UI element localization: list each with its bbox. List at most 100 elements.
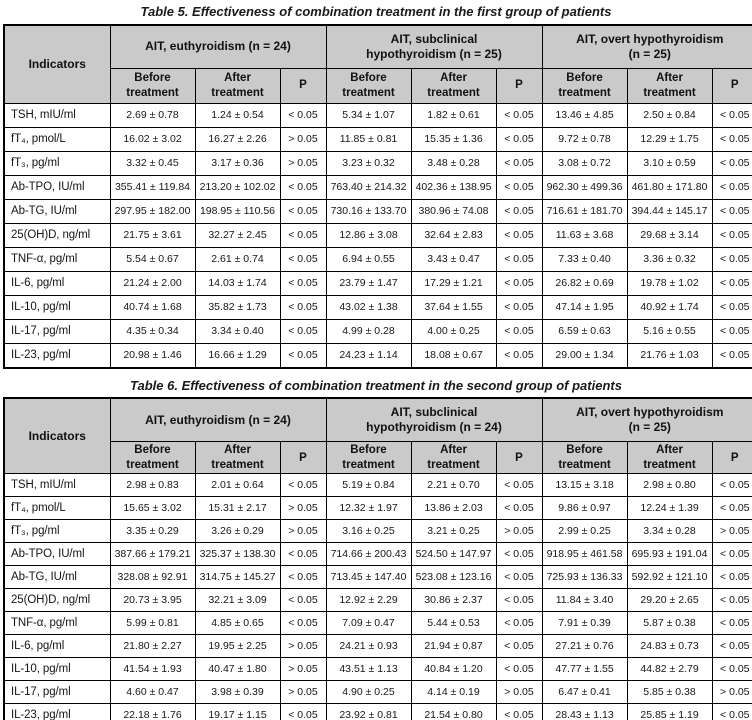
value-cell: 2.21 ± 0.70 xyxy=(410,473,497,498)
table-6: Indicators AIT, euthyroidism (n = 24) AI… xyxy=(3,397,752,720)
after-treatment-header: After treatment xyxy=(194,67,281,104)
value-cell: 14.03 ± 1.74 xyxy=(194,270,281,296)
before-treatment-header: Before treatment xyxy=(541,67,628,104)
value-cell: 11.85 ± 0.81 xyxy=(325,126,412,152)
value-cell: 730.16 ± 133.70 xyxy=(325,198,412,224)
value-cell: 4.35 ± 0.34 xyxy=(109,318,196,344)
table-row: IL-17, pg/ml 4.35 ± 0.34 3.34 ± 0.40 < 0.05… xyxy=(3,318,752,344)
p-value-cell: < 0.05 xyxy=(711,634,752,659)
value-cell: 3.98 ± 0.39 xyxy=(194,680,281,705)
value-cell: 12.92 ± 2.29 xyxy=(325,588,412,613)
value-cell: 40.92 ± 1.74 xyxy=(626,294,713,320)
value-cell: 3.23 ± 0.32 xyxy=(325,150,412,176)
value-cell: 11.63 ± 3.68 xyxy=(541,222,628,248)
group-header-subclinical: AIT, subclinical hypothyroidism (n = 25) xyxy=(325,24,543,69)
value-cell: 387.66 ± 179.21 xyxy=(109,542,196,567)
value-cell: 380.96 ± 74.08 xyxy=(410,198,497,224)
p-value-cell: > 0.05 xyxy=(279,519,327,544)
indicator-label: fT₄, pmol/L xyxy=(3,126,111,152)
value-cell: 32.27 ± 2.45 xyxy=(194,222,281,248)
p-value-cell: < 0.05 xyxy=(495,294,543,320)
value-cell: 18.08 ± 0.67 xyxy=(410,342,497,369)
table-row: Ab-TG, IU/ml 328.08 ± 92.91 314.75 ± 145.2… xyxy=(3,565,752,590)
value-cell: 524.50 ± 147.97 xyxy=(410,542,497,567)
p-value-cell: < 0.05 xyxy=(711,565,752,590)
value-cell: 43.02 ± 1.38 xyxy=(325,294,412,320)
value-cell: 725.93 ± 136.33 xyxy=(541,565,628,590)
subheader-row: Before treatment After treatment P Befor… xyxy=(4,441,752,475)
value-cell: 23.92 ± 0.81 xyxy=(325,703,412,720)
value-cell: 7.09 ± 0.47 xyxy=(325,611,412,636)
value-cell: 716.61 ± 181.70 xyxy=(541,198,628,224)
table-row: IL-10, pg/ml 41.54 ± 1.93 40.47 ± 1.80 > 0.… xyxy=(3,657,752,682)
value-cell: 3.36 ± 0.32 xyxy=(626,246,713,272)
p-value-cell: < 0.05 xyxy=(279,703,327,720)
p-value-header: P xyxy=(495,67,543,104)
p-value-cell: < 0.05 xyxy=(711,222,752,248)
value-cell: 4.99 ± 0.28 xyxy=(325,318,412,344)
indicator-label: Ab-TPO, IU/ml xyxy=(3,542,111,567)
value-cell: 5.34 ± 1.07 xyxy=(325,102,412,128)
p-value-cell: < 0.05 xyxy=(711,473,752,498)
value-cell: 26.82 ± 0.69 xyxy=(541,270,628,296)
subheader-row: Before treatment After treatment P Befor… xyxy=(4,67,752,104)
value-cell: 3.32 ± 0.45 xyxy=(109,150,196,176)
value-cell: 7.91 ± 0.39 xyxy=(541,611,628,636)
value-cell: 24.83 ± 0.73 xyxy=(626,634,713,659)
value-cell: 21.76 ± 1.03 xyxy=(626,342,713,369)
table-5-body: TSH, mIU/ml 2.69 ± 0.78 1.24 ± 0.54 < 0.05 5… xyxy=(3,102,752,369)
value-cell: 1.24 ± 0.54 xyxy=(194,102,281,128)
indicator-label: fT₃, pg/ml xyxy=(3,519,111,544)
p-value-cell: < 0.05 xyxy=(711,657,752,682)
indicator-label: Ab-TG, IU/ml xyxy=(3,198,111,224)
value-cell: 22.18 ± 1.76 xyxy=(109,703,196,720)
p-value-cell: < 0.05 xyxy=(711,611,752,636)
p-value-cell: < 0.05 xyxy=(279,102,327,128)
p-value-cell: < 0.05 xyxy=(495,198,543,224)
p-value-cell: < 0.05 xyxy=(711,270,752,296)
table-6-body: TSH, mIU/ml 2.98 ± 0.83 2.01 ± 0.64 < 0.05 5… xyxy=(3,473,752,720)
value-cell: 29.00 ± 1.34 xyxy=(541,342,628,369)
value-cell: 2.98 ± 0.80 xyxy=(626,473,713,498)
p-value-cell: < 0.05 xyxy=(495,542,543,567)
value-cell: 20.98 ± 1.46 xyxy=(109,342,196,369)
value-cell: 394.44 ± 145.17 xyxy=(626,198,713,224)
value-cell: 3.34 ± 0.28 xyxy=(626,519,713,544)
value-cell: 4.60 ± 0.47 xyxy=(109,680,196,705)
p-value-header: P xyxy=(279,67,327,104)
indicator-label: IL-6, pg/ml xyxy=(3,270,111,296)
p-value-cell: < 0.05 xyxy=(711,542,752,567)
p-value-cell: < 0.05 xyxy=(495,270,543,296)
p-value-cell: > 0.05 xyxy=(279,150,327,176)
table-row: fT₄, pmol/L 16.02 ± 3.02 16.27 ± 2.26 > 0.0… xyxy=(3,126,752,152)
value-cell: 19.17 ± 1.15 xyxy=(194,703,281,720)
p-value-cell: > 0.05 xyxy=(495,519,543,544)
value-cell: 13.86 ± 2.03 xyxy=(410,496,497,521)
value-cell: 43.51 ± 1.13 xyxy=(325,657,412,682)
value-cell: 12.32 ± 1.97 xyxy=(325,496,412,521)
value-cell: 5.85 ± 0.38 xyxy=(626,680,713,705)
value-cell: 5.44 ± 0.53 xyxy=(410,611,497,636)
table-row: Ab-TPO, IU/ml 387.66 ± 179.21 325.37 ± 138… xyxy=(3,542,752,567)
group-header-overt: AIT, overt hypothyroidism (n = 25) xyxy=(541,397,752,443)
value-cell: 44.82 ± 2.79 xyxy=(626,657,713,682)
value-cell: 12.29 ± 1.75 xyxy=(626,126,713,152)
value-cell: 2.69 ± 0.78 xyxy=(109,102,196,128)
value-cell: 2.98 ± 0.83 xyxy=(109,473,196,498)
p-value-cell: < 0.05 xyxy=(495,318,543,344)
after-treatment-header: After treatment xyxy=(194,441,281,475)
table-row: TSH, mIU/ml 2.69 ± 0.78 1.24 ± 0.54 < 0.05 5… xyxy=(3,102,752,128)
value-cell: 3.08 ± 0.72 xyxy=(541,150,628,176)
table-row: fT₃, pg/ml 3.35 ± 0.29 3.26 ± 0.29 > 0.05 3.… xyxy=(3,519,752,544)
value-cell: 12.24 ± 1.39 xyxy=(626,496,713,521)
value-cell: 3.17 ± 0.36 xyxy=(194,150,281,176)
after-treatment-header: After treatment xyxy=(626,441,713,475)
value-cell: 962.30 ± 499.36 xyxy=(541,174,628,200)
value-cell: 7.33 ± 0.40 xyxy=(541,246,628,272)
value-cell: 21.24 ± 2.00 xyxy=(109,270,196,296)
group-header-subclinical: AIT, subclinical hypothyroidism (n = 24) xyxy=(325,397,543,443)
value-cell: 17.29 ± 1.21 xyxy=(410,270,497,296)
p-value-cell: < 0.05 xyxy=(279,611,327,636)
p-value-cell: < 0.05 xyxy=(279,565,327,590)
